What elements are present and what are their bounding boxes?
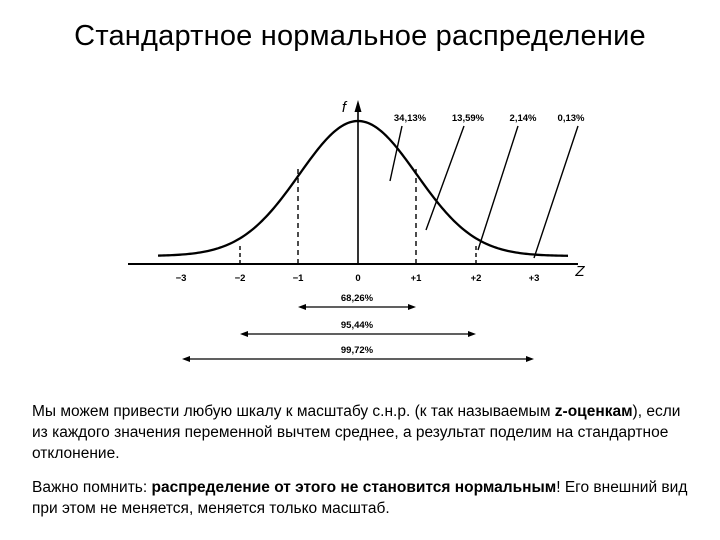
z-scores-term: z-оценкам [554,403,633,420]
range-arrowhead-68-right [408,304,416,310]
leader-line-0 [533,125,579,259]
paragraph-z-scores: Мы можем привести любую шкалу к масштабу… [32,401,692,464]
slide-title: Стандартное нормальное распределение [74,20,646,52]
x-tick-label-minus-1: −1 [293,273,305,284]
leader-line-2 [477,125,519,251]
paragraph-important-note: Важно помнить: распределение от этого не… [32,477,692,519]
range-arrowhead-99-right [526,356,534,362]
leader-line-34 [389,125,403,182]
y-axis-arrow [354,100,362,112]
explanation-text: Мы можем привести любую шкалу к масштабу… [32,401,692,532]
range-label-99: 99,72% [341,345,374,356]
paragraph2-text-start: Важно помнить: [32,479,152,496]
range-arrowhead-95-left [240,331,248,337]
x-tick-label-plus-1: +1 [411,273,423,284]
important-note-emphasis: распределение от этого не становится нор… [151,479,557,496]
leader-line-13 [425,125,465,231]
segment-label-2: 2,14% [510,113,537,124]
x-tick-label-minus-3: −3 [176,273,187,284]
range-arrowhead-99-left [182,356,190,362]
x-tick-label-plus-2: +2 [471,273,482,284]
paragraph2-text-end: ! Его внешний вид при этом не меняется, … [32,479,688,517]
bell-curve [157,119,569,257]
y-axis-label: f [342,99,348,116]
segment-label-34: 34,13% [394,113,427,124]
range-arrowhead-68-left [298,304,306,310]
range-label-95: 95,44% [341,320,374,331]
paragraph1-text-start: Мы можем привести любую шкалу к масштабу… [32,403,555,420]
range-label-68: 68,26% [341,293,374,304]
segment-label-13: 13,59% [452,113,485,124]
x-axis-label: Z [574,263,585,280]
range-arrowhead-95-right [468,331,476,337]
normal-distribution-diagram: f Z −3 −2 −1 0 +1 +2 +3 34,13% 13,59% 2,… [120,88,600,370]
x-tick-label-minus-2: −2 [235,273,246,284]
x-tick-label-0: 0 [355,273,360,284]
paragraph1-text-end: ), если из каждого значения переменной в… [32,403,681,462]
x-tick-label-plus-3: +3 [529,273,540,284]
segment-label-0: 0,13% [558,113,585,124]
